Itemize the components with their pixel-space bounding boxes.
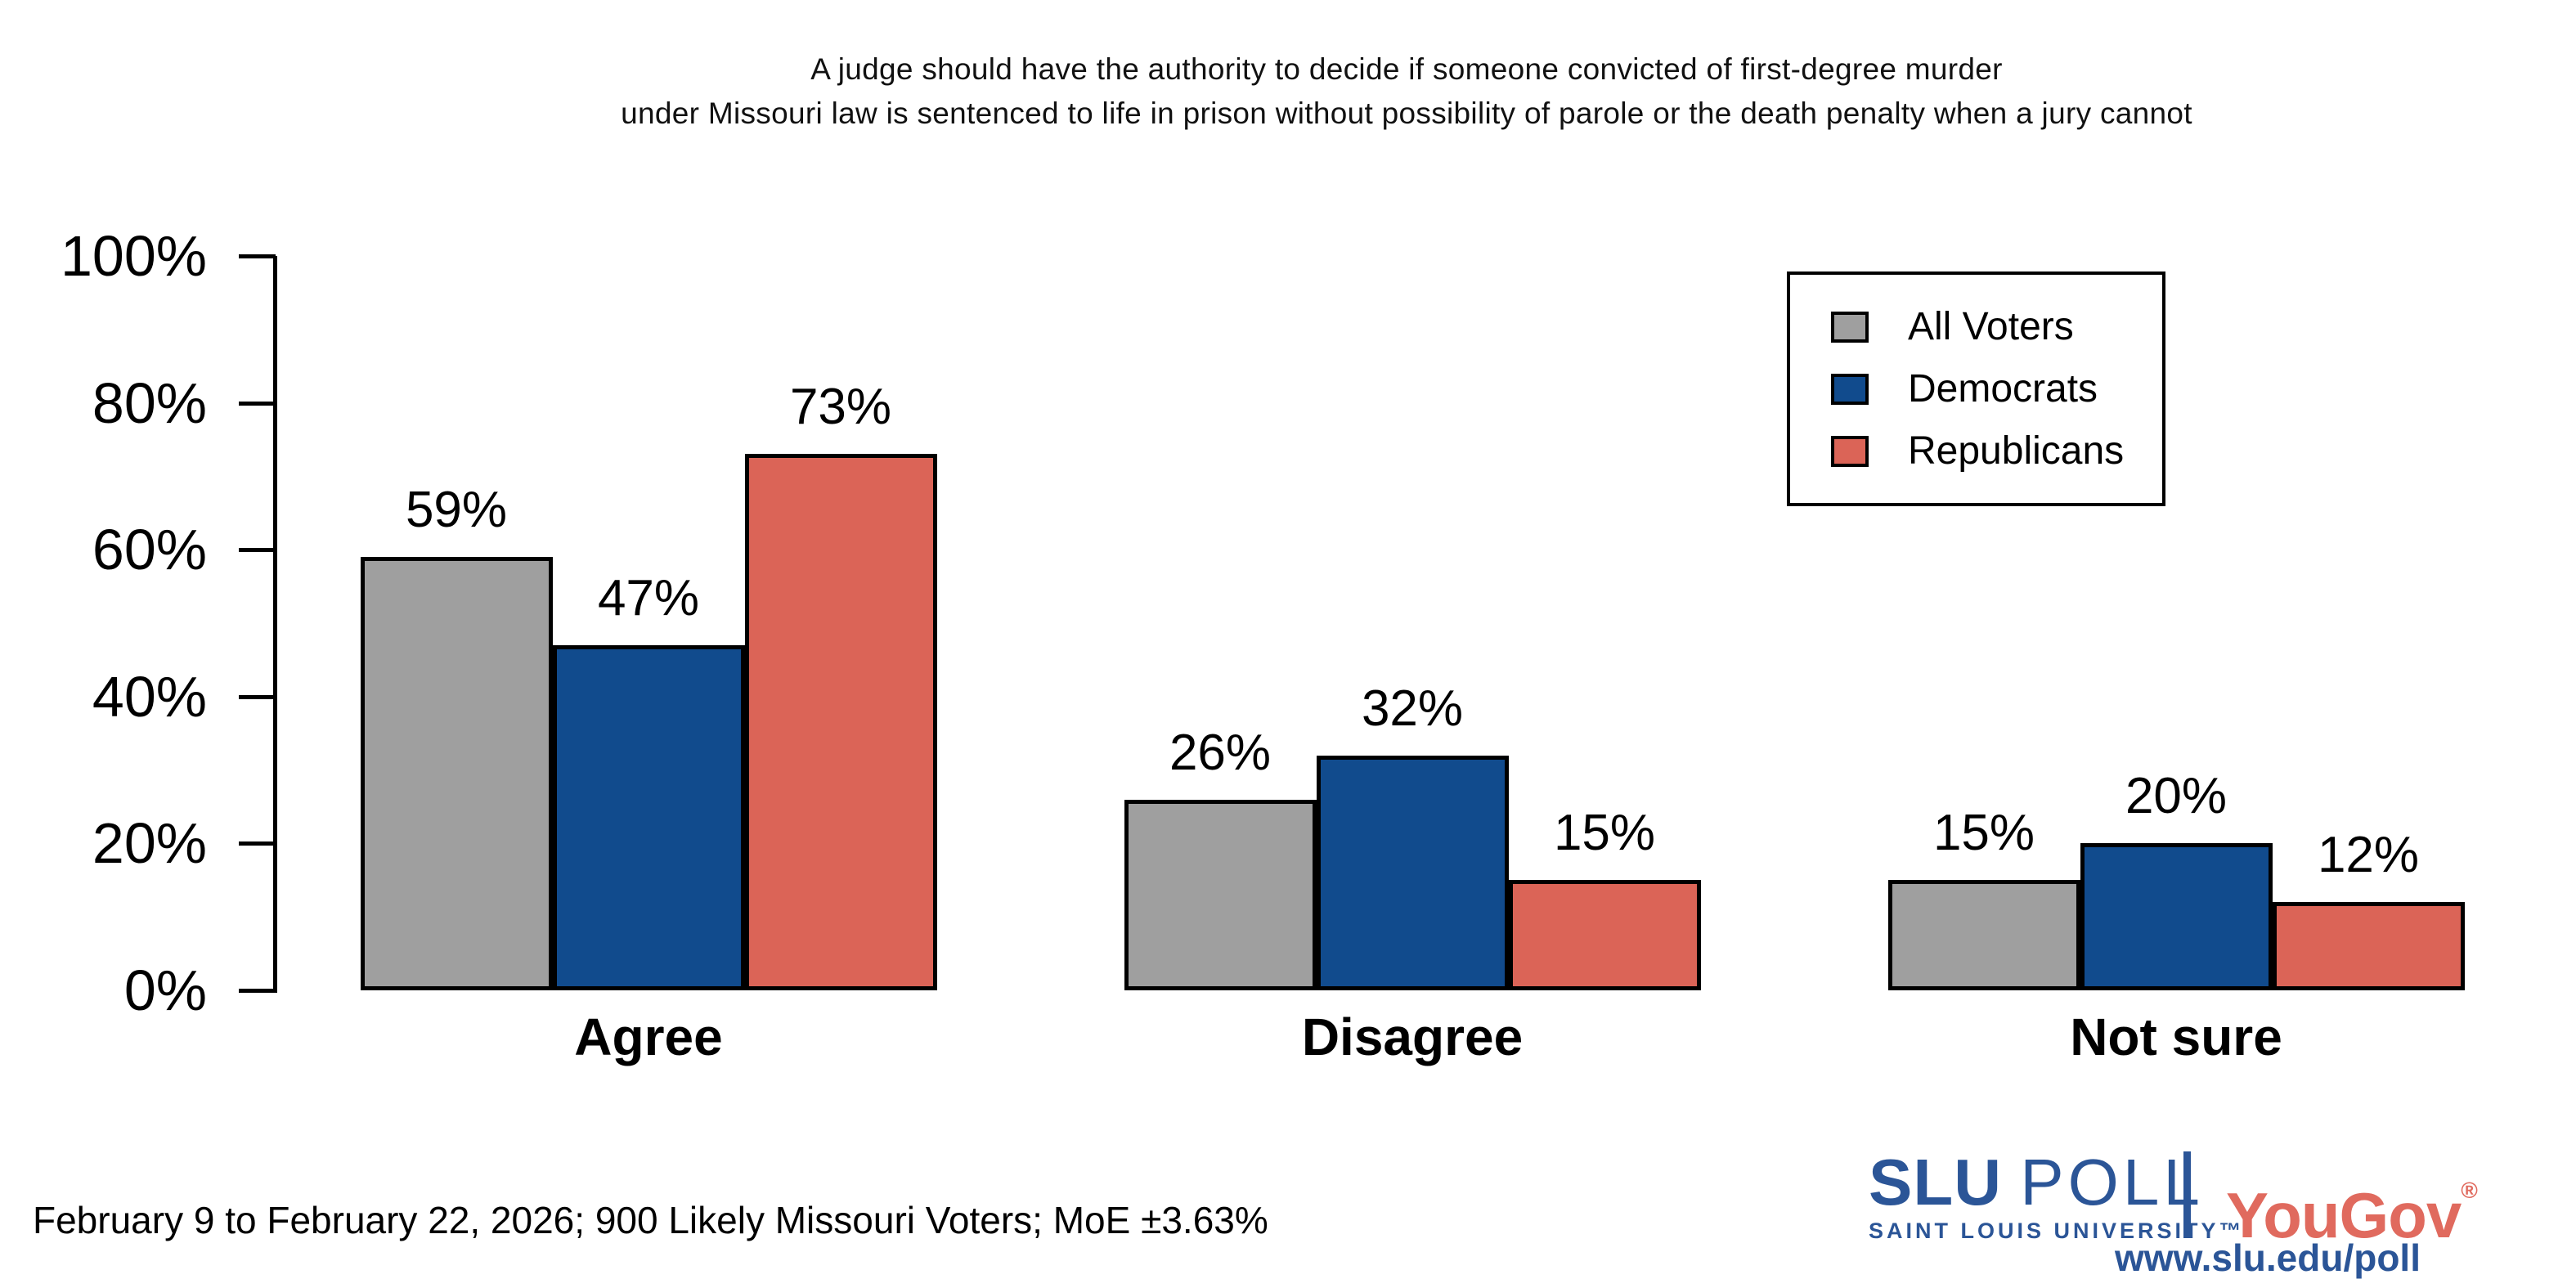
slu-subtitle: SAINT LOUIS UNIVERSITY™ (1869, 1218, 2245, 1243)
bar-not-sure-1 (2080, 843, 2273, 990)
y-axis-tick-label: 40% (92, 664, 207, 729)
slu-subtitle-text: SAINT LOUIS UNIVERSITY (1869, 1218, 2219, 1243)
bar-value-label: 15% (1553, 805, 1656, 861)
poll-logo-text: POLL (2020, 1146, 2204, 1218)
bar-value-label: 20% (2125, 768, 2228, 824)
brand-divider (2183, 1151, 2191, 1238)
yougov-logo: YouGov® (2226, 1156, 2478, 1250)
registered-symbol: ® (2461, 1178, 2478, 1203)
y-axis-tick-label: 100% (60, 224, 207, 288)
legend-label: Republicans (1908, 429, 2125, 473)
bar-value-label: 59% (405, 482, 508, 538)
legend-swatch (1831, 311, 1869, 343)
bar-value-label: 26% (1169, 725, 1272, 781)
legend: All Voters Democrats Republicans (1787, 272, 2165, 506)
legend-item: Democrats (1831, 367, 2162, 411)
chart-title: A judge should have the authority to dec… (278, 47, 2535, 136)
legend-label: Democrats (1908, 366, 2098, 411)
bar-disagree-0 (1124, 800, 1317, 990)
y-axis-tick (239, 841, 276, 846)
bar-agree-2 (744, 454, 937, 990)
category-label-agree: Agree (574, 1008, 723, 1066)
y-axis-tick (239, 254, 276, 258)
bar-value-label: 32% (1361, 680, 1464, 737)
bar-value-label: 15% (1932, 805, 2035, 861)
y-axis-tick (239, 694, 276, 699)
bar-value-label: 12% (2317, 827, 2420, 883)
footer-note: February 9 to February 22, 2026; 900 Lik… (33, 1199, 1268, 1241)
trademark-symbol: ™ (2219, 1218, 2245, 1243)
bar-value-label: 47% (597, 570, 700, 626)
bar-disagree-2 (1508, 880, 1701, 990)
y-axis-tick-label: 60% (92, 518, 207, 582)
bar-value-label: 73% (789, 379, 892, 435)
y-axis-tick (239, 548, 276, 553)
yougov-logo-text: YouGov (2226, 1179, 2462, 1251)
y-axis-tick-label: 20% (92, 811, 207, 876)
legend-swatch (1831, 373, 1869, 405)
category-label-disagree: Disagree (1301, 1008, 1524, 1066)
y-axis-tick-label: 80% (92, 370, 207, 435)
bar-disagree-1 (1316, 756, 1509, 990)
slu-logo-text: SLU (1869, 1146, 2002, 1218)
slu-poll-logo: SLU POLL (1869, 1150, 2204, 1215)
bar-agree-0 (360, 557, 553, 990)
y-axis-tick-label: 0% (123, 958, 207, 1022)
y-axis-tick (239, 401, 276, 406)
site-url: www.slu.edu/poll (2115, 1236, 2421, 1279)
bar-not-sure-2 (2272, 902, 2465, 990)
category-label-not-sure: Not sure (2070, 1008, 2282, 1066)
legend-item: All Voters (1831, 305, 2162, 349)
legend-item: Republicans (1831, 429, 2162, 473)
y-axis-tick (239, 989, 276, 993)
legend-swatch (1831, 435, 1869, 467)
chart-title-line2: under Missouri law is sentenced to life … (621, 96, 2192, 130)
y-axis-line (273, 256, 277, 993)
legend-label: All Voters (1908, 304, 2074, 348)
chart-title-line1: A judge should have the authority to dec… (810, 52, 2003, 86)
bar-not-sure-0 (1887, 880, 2080, 990)
bar-agree-1 (552, 645, 745, 990)
